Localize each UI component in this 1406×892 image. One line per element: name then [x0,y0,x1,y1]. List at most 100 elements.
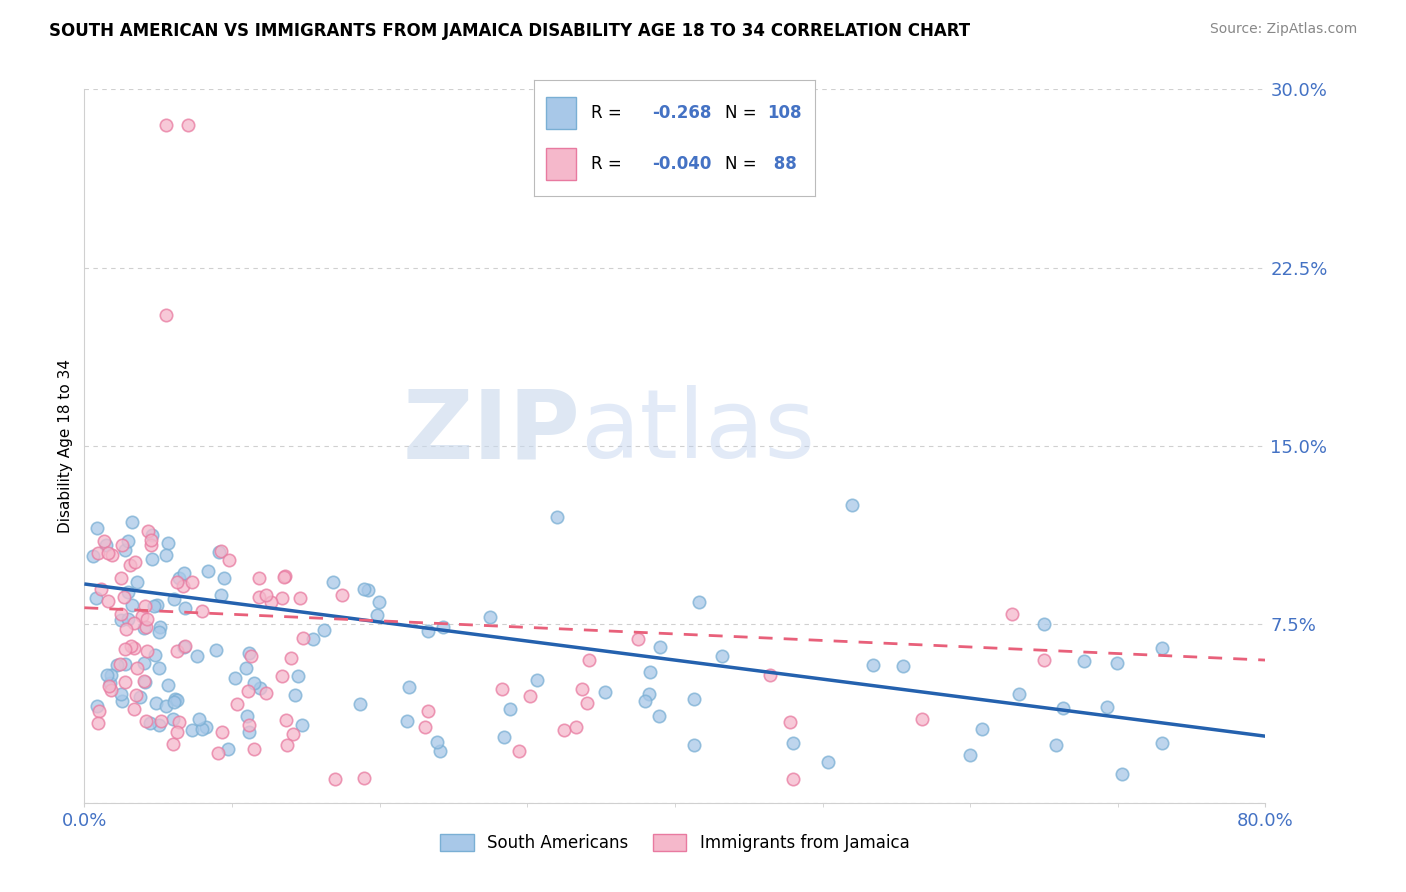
Point [167,714,190,729]
Point [148,717,170,731]
Point [240,649,263,664]
Point [1052,701,1074,715]
Point [862,658,884,673]
Point [87,546,110,560]
Point [139,715,162,730]
Point [270,669,292,683]
Point [284,688,307,702]
Point [141,527,163,541]
Point [243,676,266,690]
Point [187,712,209,726]
Point [108,657,131,671]
Point [273,570,295,584]
Point [243,742,266,756]
Point [110,607,132,622]
Point [207,747,229,761]
Point [891,659,914,673]
Point [546,510,568,524]
Point [157,678,180,692]
Point [166,644,188,658]
Point [94,538,117,552]
Point [429,744,451,758]
Point [148,661,170,675]
Point [90,582,112,596]
Text: -0.040: -0.040 [652,155,711,173]
Point [1032,653,1054,667]
Point [683,692,706,706]
Point [841,499,863,513]
Point [141,538,163,552]
Point [174,601,197,615]
Point [249,681,271,695]
Point [124,555,146,569]
Point [238,647,260,661]
Point [110,687,132,701]
Point [426,734,449,748]
Point [135,714,157,729]
Point [478,610,501,624]
Point [142,599,165,614]
Point [134,675,156,690]
Point [1095,700,1118,714]
Point [212,571,235,585]
Point [155,118,177,132]
Text: ZIP: ZIP [402,385,581,478]
Point [647,709,669,723]
Point [650,640,672,654]
Point [122,616,145,631]
Point [238,718,260,732]
Point [236,684,259,698]
Point [634,694,657,708]
Point [208,545,231,559]
Point [132,621,155,635]
Point [132,673,155,688]
Point [254,587,277,601]
Point [84,591,107,606]
Point [87,704,110,718]
Point [136,612,159,626]
Point [111,538,134,552]
Point [782,736,804,750]
Point [970,722,993,736]
Point [413,719,436,733]
Point [1111,767,1133,781]
Point [166,693,188,707]
Point [260,595,283,609]
Point [149,714,172,728]
Point [274,713,297,727]
Point [254,686,277,700]
Point [110,613,132,627]
Point [121,598,143,612]
Point [353,771,375,785]
Point [491,682,513,697]
Point [366,607,388,622]
Legend: South Americans, Immigrants from Jamaica: South Americans, Immigrants from Jamaica [433,827,917,859]
Point [247,571,270,585]
Point [194,720,217,734]
Bar [546,96,576,129]
Point [186,649,208,664]
Point [131,609,153,624]
Point [1150,641,1173,656]
Point [162,712,184,726]
Point [177,118,200,132]
Point [782,772,804,786]
Point [418,624,440,639]
Point [235,661,257,675]
Bar [546,147,576,180]
Point [322,574,344,589]
Point [280,650,302,665]
Point [688,594,710,608]
Point [135,620,157,634]
Point [759,668,782,682]
Point [398,680,420,694]
Point [271,591,294,605]
Point [526,673,548,687]
Point [148,624,170,639]
Point [122,702,145,716]
Point [155,548,177,562]
Point [682,738,704,752]
Point [172,578,194,592]
Point [114,674,136,689]
Point [276,738,298,752]
